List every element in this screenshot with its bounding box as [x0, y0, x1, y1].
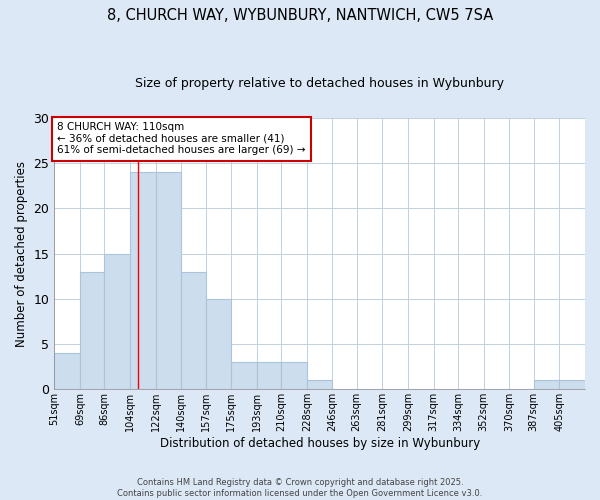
Bar: [181, 272, 206, 390]
Bar: [559, 380, 585, 390]
Bar: [257, 362, 281, 390]
Bar: [104, 254, 130, 390]
Bar: [130, 172, 155, 390]
Y-axis label: Number of detached properties: Number of detached properties: [15, 160, 28, 346]
Text: Contains HM Land Registry data © Crown copyright and database right 2025.
Contai: Contains HM Land Registry data © Crown c…: [118, 478, 482, 498]
Bar: [307, 380, 332, 390]
Bar: [54, 353, 80, 390]
Bar: [231, 362, 257, 390]
Bar: [80, 272, 104, 390]
Text: 8, CHURCH WAY, WYBUNBURY, NANTWICH, CW5 7SA: 8, CHURCH WAY, WYBUNBURY, NANTWICH, CW5 …: [107, 8, 493, 22]
Bar: [281, 362, 307, 390]
X-axis label: Distribution of detached houses by size in Wybunbury: Distribution of detached houses by size …: [160, 437, 480, 450]
Bar: [533, 380, 559, 390]
Bar: [155, 172, 181, 390]
Title: Size of property relative to detached houses in Wybunbury: Size of property relative to detached ho…: [135, 78, 504, 90]
Bar: [206, 299, 231, 390]
Text: 8 CHURCH WAY: 110sqm
← 36% of detached houses are smaller (41)
61% of semi-detac: 8 CHURCH WAY: 110sqm ← 36% of detached h…: [57, 122, 305, 156]
